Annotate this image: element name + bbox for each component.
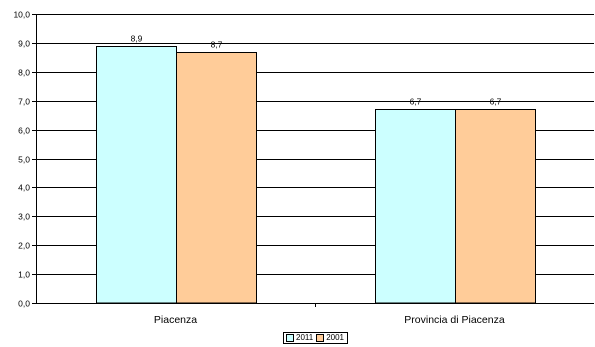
legend: 2011 2001 bbox=[283, 332, 348, 344]
bar-2011 bbox=[96, 46, 177, 304]
legend-item-2001: 2001 bbox=[316, 333, 344, 343]
legend-swatch-2011 bbox=[286, 334, 294, 342]
bars bbox=[96, 46, 536, 304]
y-tick-label: 10,0 bbox=[13, 10, 30, 20]
bar-2001 bbox=[455, 109, 536, 304]
y-axis-ticks: 0,0 1,0 2,0 3,0 4,0 5,0 6,0 7,0 8,0 9,0 10,0 bbox=[13, 10, 36, 309]
bar-2001 bbox=[176, 52, 257, 304]
y-tick-label: 5,0 bbox=[18, 155, 30, 165]
axes bbox=[36, 14, 594, 307]
data-label: 6,7 bbox=[410, 97, 422, 107]
y-tick-label: 8,0 bbox=[18, 68, 30, 78]
bar-2011 bbox=[375, 109, 456, 304]
category-label: Piacenza bbox=[154, 314, 197, 326]
legend-label-2001: 2001 bbox=[326, 333, 344, 342]
y-tick-label: 7,0 bbox=[18, 97, 30, 107]
legend-label-2011: 2011 bbox=[296, 333, 314, 342]
y-tick-label: 1,0 bbox=[18, 270, 30, 280]
data-labels: 8,9 8,7 6,7 6,7 bbox=[131, 34, 502, 107]
y-tick-label: 6,0 bbox=[18, 126, 30, 136]
legend-item-2011: 2011 bbox=[286, 333, 313, 343]
y-tick-label: 3,0 bbox=[18, 212, 30, 222]
data-label: 8,7 bbox=[211, 40, 223, 50]
y-tick-label: 0,0 bbox=[18, 299, 30, 309]
data-label: 8,9 bbox=[131, 34, 143, 44]
x-axis-categories: Piacenza Provincia di Piacenza bbox=[154, 314, 505, 326]
y-tick-label: 9,0 bbox=[18, 39, 30, 49]
legend-swatch-2001 bbox=[316, 334, 325, 342]
y-tick-label: 4,0 bbox=[18, 183, 30, 193]
data-label: 6,7 bbox=[490, 97, 502, 107]
y-tick-label: 2,0 bbox=[18, 241, 30, 251]
category-label: Provincia di Piacenza bbox=[404, 314, 505, 326]
